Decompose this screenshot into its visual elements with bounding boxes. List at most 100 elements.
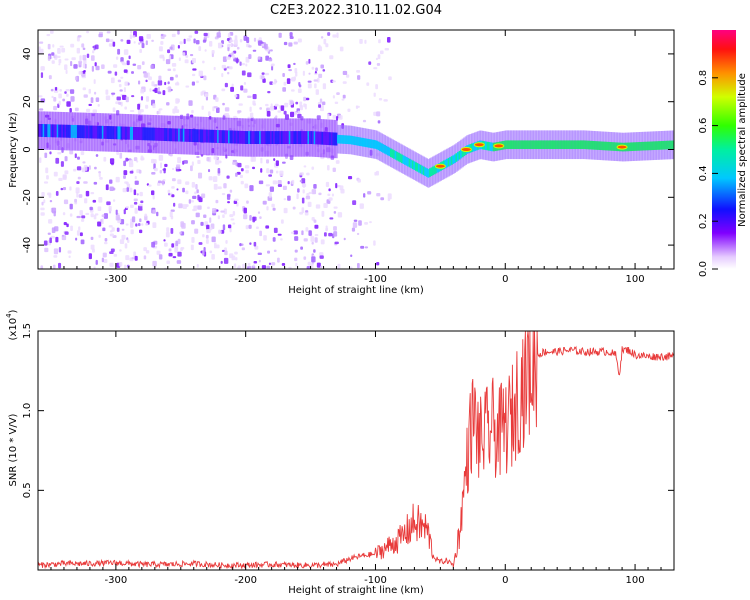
spectrogram-noise-cell bbox=[93, 214, 97, 220]
spectrogram-noise-cell bbox=[287, 64, 291, 69]
spectrogram-noise-cell bbox=[282, 73, 285, 77]
spectrogram-ridge-core bbox=[416, 163, 419, 172]
spectrogram-noise-cell bbox=[166, 260, 170, 264]
spectrogram-noise-cell bbox=[46, 33, 51, 37]
spectrogram-noise-cell bbox=[305, 97, 310, 101]
spectrogram-ridge-core bbox=[302, 131, 305, 145]
spectrogram-noise-cell bbox=[136, 193, 139, 196]
spectrogram-noise-cell bbox=[314, 234, 319, 237]
spectrogram-ridge-core bbox=[44, 124, 47, 138]
spectrogram-noise-cell bbox=[359, 203, 364, 209]
spectrogram-noise-cell bbox=[106, 31, 111, 34]
spectrogram-noise-cell bbox=[205, 234, 209, 239]
spectrogram-noise-cell bbox=[282, 185, 287, 190]
spectrogram-ridge-core bbox=[266, 131, 270, 145]
spectrogram-ridge-core bbox=[575, 140, 578, 150]
spectrogram-noise-cell bbox=[185, 181, 190, 185]
spectrogram-noise-cell bbox=[317, 77, 320, 83]
spectrogram-noise-cell bbox=[315, 89, 319, 95]
snr-x-ticks: -300 -200 -100 0 100 bbox=[50, 331, 675, 586]
spectrogram-noise-cell bbox=[332, 95, 335, 99]
spectrogram-noise-cell bbox=[239, 38, 243, 43]
spectrogram-noise-cell bbox=[182, 187, 185, 193]
spectrogram-noise-cell bbox=[233, 39, 238, 46]
spectrogram-noise-cell bbox=[148, 184, 152, 187]
spectrogram-ridge-core bbox=[386, 146, 390, 156]
spectrogram-ridge-core bbox=[276, 131, 279, 145]
spectrogram-noise-cell bbox=[198, 172, 203, 179]
spectrogram-noise-cell bbox=[141, 43, 145, 49]
spectrogram-noise-cell bbox=[77, 176, 81, 180]
x-tick-label: -200 bbox=[234, 575, 257, 586]
spectrogram-noise-cell bbox=[157, 80, 163, 86]
spectrogram-noise-cell bbox=[332, 114, 337, 119]
spectrogram-noise-cell bbox=[103, 156, 107, 162]
spectrogram-noise-cell bbox=[95, 154, 99, 157]
x-tick-label: 0 bbox=[502, 575, 508, 586]
spectrogram-noise-cell bbox=[124, 181, 128, 184]
spectrogram-noise-cell bbox=[232, 159, 237, 163]
spectrogram-noise-cell bbox=[183, 38, 186, 44]
spectrogram-noise-cell bbox=[188, 100, 193, 106]
spectrogram-noise-cell bbox=[373, 240, 376, 246]
spectrogram-peak bbox=[434, 163, 446, 169]
spectrogram-noise-cell bbox=[174, 82, 180, 86]
spectrogram-noise-cell bbox=[184, 59, 189, 64]
colorbar-label: Normalized spectral amplitude bbox=[737, 73, 748, 227]
spectrogram-ridge-core bbox=[84, 125, 87, 139]
spectrogram-noise-cell bbox=[123, 69, 128, 73]
spectrogram-noise-cell bbox=[83, 181, 88, 184]
spectrogram-noise-cell bbox=[168, 248, 172, 252]
spectrogram-noise-cell bbox=[283, 110, 287, 115]
spectrogram-noise-cell bbox=[90, 55, 95, 61]
spectrogram-ridge-core bbox=[313, 131, 316, 145]
spectrogram-noise-cell bbox=[243, 207, 247, 214]
spectrogram-noise-cell bbox=[293, 76, 296, 81]
spectrogram-noise-cell bbox=[89, 206, 93, 211]
spectrogram-noise-cell bbox=[164, 163, 168, 167]
spectrogram-noise-cell bbox=[108, 206, 112, 212]
spectrogram-noise-cell bbox=[293, 62, 296, 65]
spectrogram-ridge-core bbox=[643, 141, 647, 151]
spectrogram-noise-cell bbox=[342, 81, 347, 84]
spectrogram-noise-cell bbox=[143, 247, 147, 252]
spectrogram-ridge-core bbox=[636, 142, 639, 151]
spectrogram-noise-cell bbox=[246, 267, 250, 269]
spectrogram-noise-cell bbox=[272, 237, 276, 242]
spectrogram-ridge-core bbox=[39, 123, 42, 137]
spectrogram-noise-cell bbox=[76, 166, 82, 171]
spectrogram-noise-cell bbox=[207, 206, 210, 209]
spectrogram-noise-cell bbox=[62, 98, 66, 102]
spectrogram-noise-cell bbox=[82, 47, 86, 51]
spectrogram-noise-cell bbox=[320, 36, 324, 39]
spectrogram-noise-cell bbox=[162, 216, 167, 220]
spectrogram-ridge-core bbox=[645, 141, 648, 151]
spectrogram-noise-cell bbox=[329, 55, 334, 60]
spectrogram-noise-cell bbox=[375, 57, 378, 61]
spectrogram-ridge-core bbox=[360, 137, 363, 147]
spectrogram-noise-cell bbox=[221, 193, 226, 196]
spectrogram-ridge-core bbox=[53, 124, 56, 138]
spectrogram-ridge-core bbox=[375, 140, 379, 150]
spectrogram-ridge-core bbox=[558, 140, 561, 150]
spectrogram-ridge-core bbox=[139, 127, 142, 141]
spectrogram-ridge-core bbox=[506, 140, 510, 150]
spectrogram-ridge-core bbox=[458, 150, 461, 160]
spectrogram-noise-cell bbox=[272, 82, 277, 85]
spectrogram-ridge-core bbox=[670, 140, 673, 150]
spectrogram-noise-cell bbox=[71, 57, 76, 61]
spectrogram-noise-cell bbox=[43, 199, 46, 204]
spectrogram-noise-cell bbox=[374, 171, 377, 176]
spectrogram-noise-cell bbox=[158, 46, 163, 52]
spectrogram-ridge-core bbox=[251, 131, 254, 145]
spectrogram-ridge-core bbox=[318, 131, 321, 145]
spectrogram-noise-cell bbox=[102, 227, 106, 232]
spectrogram-noise-cell bbox=[273, 227, 278, 234]
spectrogram-noise-cell bbox=[98, 234, 101, 238]
spectrogram-noise-cell bbox=[234, 94, 238, 98]
spectrogram-ridge-core bbox=[161, 127, 164, 141]
spectrogram-noise-cell bbox=[378, 39, 381, 44]
spectrogram-ridge-core bbox=[252, 131, 256, 145]
spectrogram-ridge-core bbox=[73, 125, 77, 138]
spectrogram-ridge-core bbox=[550, 140, 553, 150]
